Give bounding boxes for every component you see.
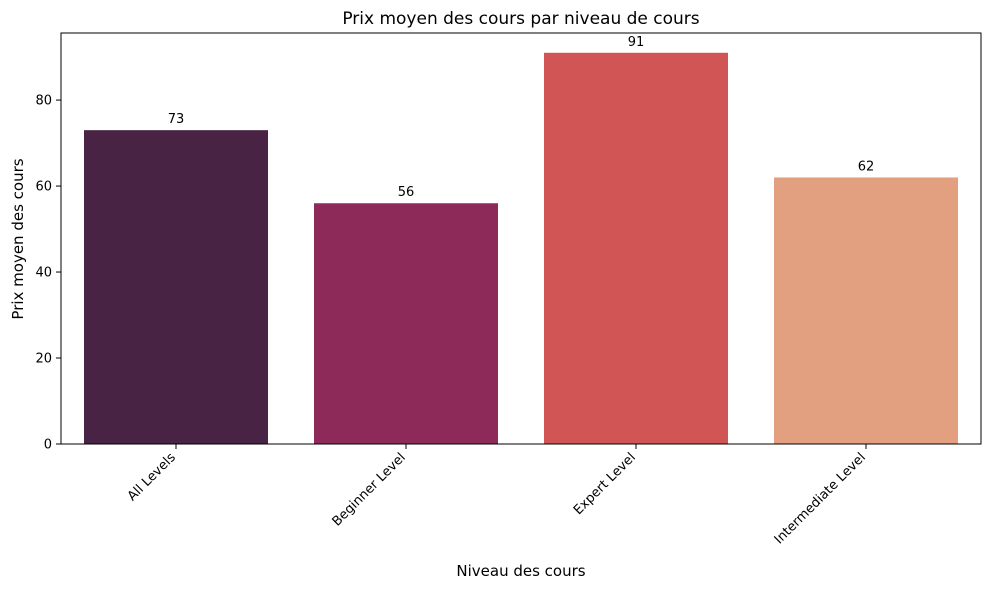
data-label: 62 [858, 159, 875, 174]
y-axis-label: Prix moyen des cours [9, 158, 27, 319]
plot-area: 73 All Levels 56 Beginner Level 91 Expert Lev… [35, 32, 982, 547]
data-label: 73 [168, 112, 185, 127]
y-tick-label: 60 [35, 180, 52, 195]
bar [544, 52, 728, 444]
data-label: 91 [628, 35, 645, 50]
plot-frame [60, 32, 982, 445]
bar [774, 177, 958, 444]
y-tick-label: 0 [44, 438, 52, 453]
y-tick-label: 40 [35, 266, 52, 281]
x-tick-label: Expert Level [571, 450, 639, 518]
x-axis-label: Niveau des cours [456, 562, 585, 580]
x-tick-label: Intermediate Level [772, 450, 869, 547]
x-tick-label: Beginner Level [330, 450, 409, 529]
y-tick-label: 20 [35, 352, 52, 367]
bar [84, 130, 268, 445]
bar [314, 203, 498, 444]
y-tick-label: 80 [35, 94, 52, 109]
data-label: 56 [398, 185, 415, 200]
x-tick-label: All Levels [125, 450, 179, 504]
chart-title: Prix moyen des cours par niveau de cours [342, 9, 699, 29]
